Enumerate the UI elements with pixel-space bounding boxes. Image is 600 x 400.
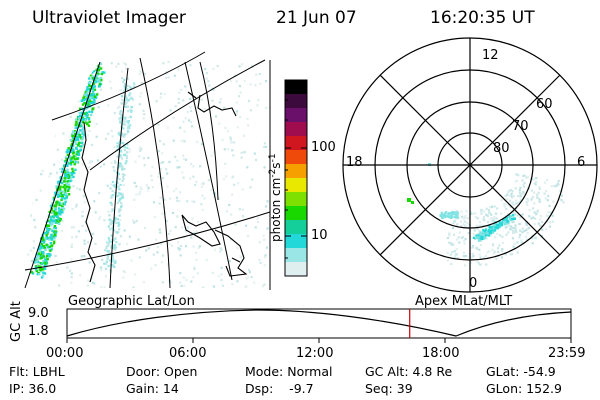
timeline-ylabel: GC Alt [9, 301, 24, 342]
lat-label-80: 80 [493, 141, 510, 156]
colorbar-segment [285, 136, 307, 151]
colorbar [284, 79, 308, 277]
colorbar-segment [285, 206, 307, 221]
info-glat: GLat: -54.9 [486, 364, 556, 379]
mlt-label-18: 18 [346, 155, 363, 170]
colorbar-segment [285, 248, 307, 263]
info-door: Door: Open [126, 364, 198, 379]
colorbar-frame [284, 79, 308, 277]
colorbar-tick-10: 10 [311, 228, 328, 243]
app-title: Ultraviolet Imager [32, 8, 186, 28]
colorbar-segment [285, 220, 307, 235]
date-label: 21 Jun 07 [276, 8, 357, 28]
timeline-xtick-2: 12:00 [296, 346, 334, 361]
info-glon: GLon: 152.9 [486, 381, 562, 396]
colorbar-segment [285, 80, 307, 95]
mlt-label-12: 12 [482, 48, 499, 63]
colorbar-segment [285, 122, 307, 137]
geo-emission-layer [24, 60, 271, 288]
timeline-xtick-1: 06:00 [169, 346, 207, 361]
info-gain: Gain: 14 [126, 381, 179, 396]
timeline-xtick-4: 23:59 [548, 346, 586, 361]
info-dsp: Dsp: -9.7 [245, 381, 314, 396]
colorbar-segment [285, 192, 307, 207]
colorbar-segment [285, 178, 307, 193]
info-seq: Seq: 39 [365, 381, 413, 396]
timeline-ytick-low: 1.8 [28, 324, 49, 339]
timeline-ytick-high: 9.0 [28, 306, 49, 321]
timeline-xtick-3: 18:00 [422, 346, 460, 361]
info-gcalt: GC Alt: 4.8 Re [365, 364, 453, 379]
colorbar-segment [285, 150, 307, 165]
colorbar-label: photon cm-2s-1 [268, 153, 283, 242]
colorbar-segment [285, 108, 307, 123]
timeline-left-title: Geographic Lat/Lon [68, 294, 195, 309]
lat-label-70: 70 [512, 119, 529, 134]
colorbar-segment [285, 164, 307, 179]
mlt-label-0: 0 [469, 276, 478, 291]
colorbar-segment [285, 234, 307, 249]
geo-grid-lines [24, 51, 271, 290]
info-flt: Flt: LBHL [9, 364, 65, 379]
colorbar-segment [285, 262, 307, 277]
info-mode: Mode: Normal [245, 364, 333, 379]
geo-coastlines [81, 91, 248, 283]
info-ip: IP: 36.0 [9, 381, 57, 396]
time-label: 16:20:35 UT [430, 8, 535, 28]
timeline-right-title: Apex MLat/MLT [415, 294, 513, 309]
mlt-label-6: 6 [577, 155, 586, 170]
colorbar-tick-100: 100 [311, 140, 336, 155]
timeline-xtick-0: 00:00 [46, 346, 84, 361]
colorbar-segment [285, 94, 307, 109]
lat-label-60: 60 [536, 97, 553, 112]
